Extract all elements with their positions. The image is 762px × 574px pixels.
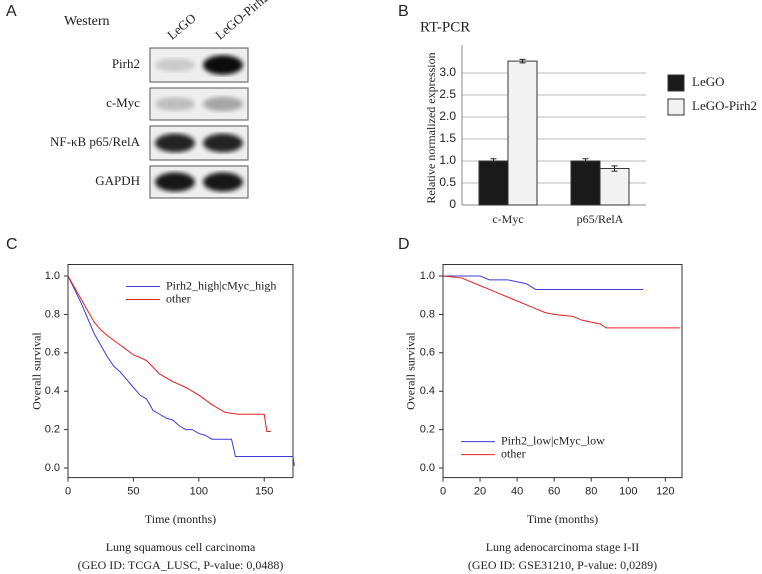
error-bar (582, 158, 589, 164)
y-tick-label: 0.6 (420, 347, 435, 359)
y-tick-label: 0.4 (420, 385, 435, 397)
legend-swatch (667, 98, 685, 116)
blot-row-label: Pirh2 (112, 56, 140, 71)
x-tick-label: 60 (548, 486, 560, 498)
x-tick-label: 150 (255, 486, 273, 498)
blot-row-label: NF-κB p65/RelA (50, 134, 141, 149)
y-tick-label: 0.0 (45, 462, 60, 474)
bar (507, 60, 538, 206)
y-tick-label: 0.8 (420, 308, 435, 320)
x-tick-label: 80 (585, 486, 597, 498)
survival-line (442, 275, 681, 329)
blot-band (155, 133, 195, 153)
legend-swatch (667, 74, 685, 92)
y-axis-label: Overall survival (30, 332, 44, 410)
x-tick-label: 100 (190, 486, 208, 498)
y-tick-label: 2.0 (439, 109, 456, 123)
y-axis-label: Relative normalized expression (424, 52, 438, 203)
y-tick-label: 0 (449, 197, 456, 211)
survival-line (67, 275, 295, 467)
plot-frame (67, 264, 294, 479)
legend-label: Pirh2_high|cMyc_high (166, 278, 276, 292)
y-tick-label: 2.5 (439, 87, 456, 101)
blot-band (155, 58, 195, 72)
y-tick-label: 0.2 (45, 424, 60, 436)
bar (599, 167, 630, 206)
panel-label: B (398, 3, 409, 20)
x-tick-label: 120 (656, 486, 674, 498)
y-tick-label: 3.0 (439, 65, 456, 79)
blot-row-label: c-Myc (106, 95, 140, 110)
plot-frame (442, 264, 683, 479)
y-tick-label: 1.0 (439, 153, 456, 167)
panel-label: C (6, 236, 18, 253)
x-tick-label: 0 (440, 486, 446, 498)
error-bar (490, 158, 497, 164)
panel-label: D (398, 236, 410, 253)
x-axis-label: Time (months) (145, 512, 216, 526)
survival-line (443, 275, 644, 290)
legend-label: LeGO (692, 74, 725, 89)
y-tick-label: 0.6 (45, 347, 60, 359)
blot-band (155, 172, 195, 192)
survival-line (67, 275, 271, 433)
chart-title: RT-PCR (420, 19, 470, 35)
y-tick-label: 0.2 (420, 424, 435, 436)
caption: (GEO ID: TCGA_LUSC, P-value: 0,0488) (78, 558, 284, 572)
blot-row-label: GAPDH (95, 173, 140, 188)
y-tick-label: 0.5 (439, 175, 456, 189)
lane-label: LeGO (164, 10, 199, 42)
y-tick-label: 0.0 (420, 462, 435, 474)
blot-band (203, 96, 243, 112)
x-tick-label: 0 (65, 486, 71, 498)
blot-band (203, 133, 243, 153)
bar (478, 160, 509, 206)
blot-band (203, 172, 243, 192)
bar (570, 160, 601, 206)
lane-label: LeGO-Pirh2 (212, 0, 271, 43)
y-tick-label: 0.4 (45, 385, 60, 397)
blot-title: Western (64, 14, 110, 29)
caption: (GEO ID: GSE31210, P-value: 0,0289) (468, 558, 657, 572)
panel-label: A (6, 3, 17, 20)
legend-label: Pirh2_low|cMyc_low (501, 433, 605, 447)
y-tick-label: 0.8 (45, 308, 60, 320)
y-axis-label: Overall survival (404, 332, 418, 410)
x-tick-label: 50 (127, 486, 139, 498)
error-bar (611, 165, 618, 172)
y-tick-label: 1.0 (45, 270, 60, 282)
caption: Lung adenocarcinoma stage I-II (486, 540, 640, 554)
x-tick-label: p65/RelA (577, 212, 624, 226)
error-bar (519, 58, 526, 64)
x-tick-label: c-Myc (492, 212, 523, 226)
x-tick-label: 20 (474, 486, 486, 498)
blot-band (155, 97, 195, 111)
legend-label: other (166, 291, 191, 305)
caption: Lung squamous cell carcinoma (106, 540, 256, 554)
y-tick-label: 1.5 (439, 131, 456, 145)
legend-label: LeGO-Pirh2 (692, 98, 757, 113)
y-tick-label: 1.0 (420, 270, 435, 282)
x-tick-label: 100 (619, 486, 637, 498)
x-axis-label: Time (months) (527, 512, 598, 526)
x-tick-label: 40 (511, 486, 523, 498)
blot-band (203, 55, 243, 75)
legend-label: other (501, 446, 526, 460)
